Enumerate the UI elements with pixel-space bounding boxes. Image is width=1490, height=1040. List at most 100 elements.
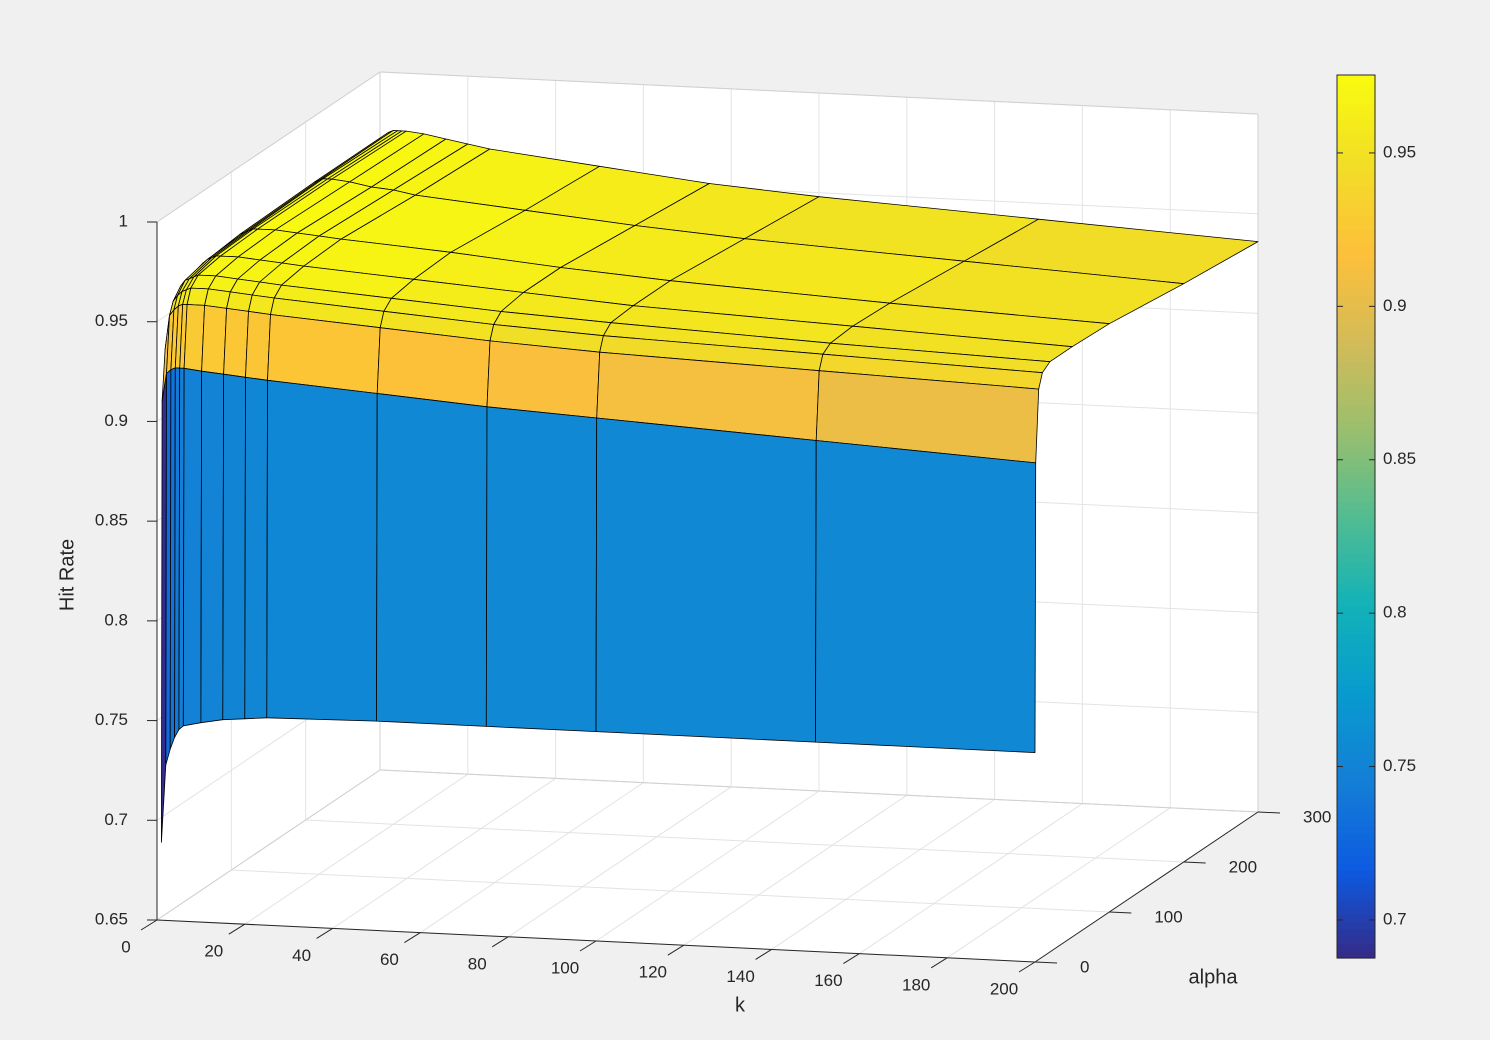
y-tick-label: 100: [1154, 907, 1182, 926]
colorbar-swatch: [1337, 75, 1375, 83]
colorbar-swatch: [1337, 891, 1375, 900]
grid-line: [859, 803, 1083, 955]
x-tick: [579, 940, 597, 952]
colorbar-swatch: [1337, 729, 1375, 738]
colorbar-swatch: [1337, 648, 1375, 657]
colorbar-tick-label: 0.7: [1383, 909, 1407, 928]
surface-face: [201, 304, 228, 375]
colorbar-swatch: [1337, 487, 1375, 496]
x-tick: [843, 953, 860, 965]
colorbar-swatch: [1337, 869, 1375, 878]
colorbar-swatch: [1337, 509, 1375, 518]
grid-line: [683, 794, 908, 946]
colorbar-swatch: [1337, 111, 1375, 120]
surface-face: [244, 376, 268, 720]
x-tick: [491, 936, 509, 948]
surface-face: [183, 304, 206, 372]
colorbar-swatch: [1337, 339, 1375, 348]
surface-face: [200, 370, 225, 724]
surface-face: [266, 379, 378, 722]
z-tick-label: 0.75: [95, 710, 128, 729]
box-edge: [1034, 811, 1259, 963]
colorbar-swatch: [1337, 207, 1375, 216]
colorbar-swatch: [1337, 361, 1375, 370]
colorbar-swatch: [1337, 707, 1375, 716]
colorbar-swatch: [1337, 553, 1375, 562]
colorbar-swatch: [1337, 840, 1375, 849]
colorbar-swatch: [1337, 921, 1375, 930]
surface-face: [815, 440, 1037, 753]
colorbar-swatch: [1337, 523, 1375, 532]
colorbar-swatch: [1337, 89, 1375, 98]
colorbar-swatch: [1337, 236, 1375, 245]
colorbar-swatch: [1337, 560, 1375, 569]
colorbar-swatch: [1337, 751, 1375, 760]
surface-face: [245, 310, 271, 381]
colorbar-swatch: [1337, 545, 1375, 554]
x-tick-label: 140: [726, 967, 754, 986]
colorbar-swatch: [1337, 575, 1375, 584]
colorbar-swatch: [1337, 818, 1375, 827]
colorbar-swatch: [1337, 619, 1375, 628]
colorbar-swatch: [1337, 774, 1375, 782]
colorbar-swatch: [1337, 192, 1375, 201]
colorbar-swatch: [1337, 700, 1375, 709]
z-axis-label: Hit Rate: [56, 539, 78, 611]
colorbar-swatch: [1337, 604, 1375, 613]
colorbar-swatch: [1337, 104, 1375, 113]
colorbar-swatch: [1337, 325, 1375, 334]
colorbar-swatch: [1337, 97, 1375, 106]
colorbar-swatch: [1337, 222, 1375, 231]
colorbar-swatch: [1337, 796, 1375, 805]
colorbar-tick-label: 0.8: [1383, 603, 1407, 622]
grid-line: [595, 790, 820, 942]
colorbar-swatch: [1337, 759, 1375, 768]
surface-face: [485, 406, 598, 732]
colorbar-swatch: [1337, 281, 1375, 289]
colorbar-swatch: [1337, 597, 1375, 606]
x-tick-label: 60: [380, 950, 399, 969]
colorbar-swatch: [1337, 766, 1375, 775]
colorbar-swatch: [1337, 788, 1375, 797]
x-tick: [755, 948, 772, 960]
colorbar-swatch: [1337, 568, 1375, 576]
z-tick-label: 1: [119, 211, 128, 230]
surface-face: [486, 340, 601, 419]
surface-face: [595, 417, 817, 743]
colorbar-frame: [1336, 74, 1376, 959]
y-tick: [1109, 911, 1132, 914]
colorbar-swatch: [1337, 369, 1375, 378]
colorbar-swatch: [1337, 317, 1375, 326]
grid-line: [946, 807, 1171, 959]
colorbar-swatch: [1337, 693, 1375, 702]
colorbar-swatch: [1337, 884, 1375, 893]
colorbar-swatch: [1337, 170, 1375, 179]
colorbar-swatch: [1337, 398, 1375, 407]
colorbar-swatch: [1337, 119, 1375, 128]
colorbar-swatch: [1337, 472, 1375, 481]
colorbar-swatch: [1337, 406, 1375, 415]
x-tick: [667, 944, 685, 956]
colorbar-swatch: [1337, 450, 1375, 459]
x-tick: [930, 957, 948, 969]
x-tick-label: 40: [292, 946, 311, 965]
colorbar-swatch: [1337, 266, 1375, 275]
y-tick: [1257, 811, 1281, 814]
colorbar-swatch: [1337, 288, 1375, 297]
colorbar-swatch: [1337, 950, 1375, 959]
colorbar-swatch: [1337, 82, 1375, 91]
colorbar-swatch: [1337, 384, 1375, 393]
x-tick: [316, 927, 333, 939]
x-tick-label: 80: [468, 954, 487, 973]
grid-line: [420, 782, 644, 934]
colorbar-swatch: [1337, 671, 1375, 679]
colorbar-swatch: [1337, 862, 1375, 871]
colorbar-swatch: [1337, 494, 1375, 503]
box-edge: [156, 71, 381, 223]
colorbar-tick-label: 0.75: [1383, 756, 1416, 775]
colorbar-swatch: [1337, 685, 1375, 694]
colorbar-swatch: [1337, 200, 1375, 209]
box-edge: [379, 769, 1259, 813]
